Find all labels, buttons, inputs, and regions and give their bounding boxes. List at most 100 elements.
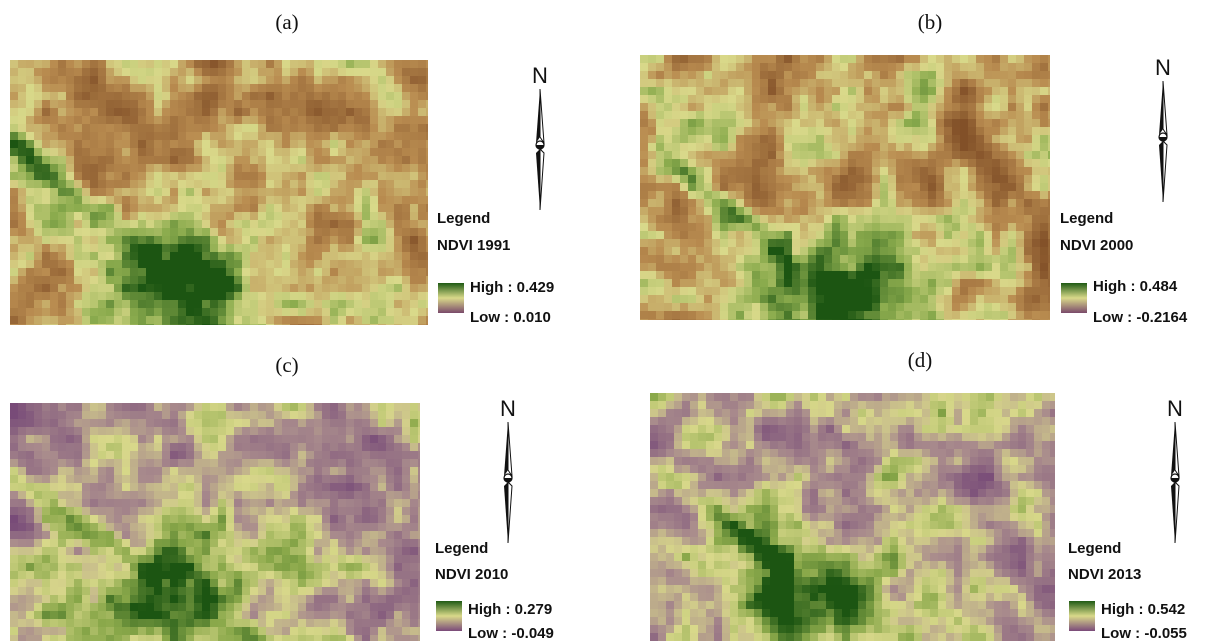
map-cell	[82, 196, 90, 204]
map-cell	[90, 411, 98, 419]
map-cell	[864, 119, 872, 127]
map-cell	[154, 507, 162, 515]
map-cell	[186, 140, 194, 148]
map-cell	[784, 167, 792, 175]
map-cell	[178, 268, 186, 276]
map-cell	[338, 188, 346, 196]
map-cell	[298, 164, 306, 172]
map-cell	[808, 63, 816, 71]
map-cell	[82, 84, 90, 92]
map-cell	[178, 571, 186, 579]
map-cell	[82, 483, 90, 491]
map-cell	[266, 443, 274, 451]
map-cell	[162, 459, 170, 467]
map-cell	[66, 236, 74, 244]
map-cell	[888, 119, 896, 127]
map-cell	[936, 279, 944, 287]
map-cell	[306, 316, 314, 324]
map-cell	[50, 324, 58, 325]
map-cell	[90, 324, 98, 325]
map-cell	[298, 427, 306, 435]
map-cell	[322, 284, 330, 292]
map-cell	[282, 419, 290, 427]
map-cell	[1040, 79, 1048, 87]
map-cell	[74, 459, 82, 467]
map-cell	[648, 287, 656, 295]
map-cell	[282, 60, 290, 68]
map-cell	[1000, 151, 1008, 159]
map-cell	[848, 215, 856, 223]
map-cell	[872, 175, 880, 183]
map-cell	[856, 319, 864, 320]
map-cell	[98, 228, 106, 236]
map-cell	[202, 547, 210, 555]
map-cell	[776, 231, 784, 239]
map-cell	[1008, 103, 1016, 111]
map-cell	[418, 76, 426, 84]
map-cell	[896, 143, 904, 151]
map-cell	[234, 156, 242, 164]
map-cell	[258, 92, 266, 100]
map-cell	[386, 587, 394, 595]
map-cell	[298, 100, 306, 108]
map-cell	[712, 103, 720, 111]
map-cell	[394, 284, 402, 292]
map-cell	[354, 539, 362, 547]
map-cell	[218, 116, 226, 124]
map-cell	[410, 579, 418, 587]
map-cell	[114, 595, 122, 603]
map-cell	[816, 167, 824, 175]
map-cell	[1016, 167, 1024, 175]
map-cell	[1024, 295, 1032, 303]
map-cell	[170, 172, 178, 180]
map-cell	[426, 124, 428, 132]
map-cell	[114, 148, 122, 156]
map-cell	[138, 108, 146, 116]
map-cell	[840, 207, 848, 215]
map-cell	[952, 223, 960, 231]
map-cell	[210, 228, 218, 236]
map-cell	[912, 287, 920, 295]
map-cell	[186, 563, 194, 571]
map-cell	[968, 271, 976, 279]
map-cell	[314, 204, 322, 212]
map-cell	[186, 475, 194, 483]
map-cell	[186, 571, 194, 579]
map-cell	[426, 156, 428, 164]
map-cell	[290, 92, 298, 100]
map-cell	[90, 124, 98, 132]
map-cell	[338, 467, 346, 475]
map-cell	[976, 223, 984, 231]
map-cell	[386, 467, 394, 475]
map-cell	[130, 76, 138, 84]
map-cell	[266, 300, 274, 308]
map-cell	[1040, 143, 1048, 151]
map-cell	[74, 499, 82, 507]
map-cell	[394, 204, 402, 212]
map-cell	[210, 483, 218, 491]
map-cell	[776, 127, 784, 135]
map-cell	[98, 92, 106, 100]
map-cell	[370, 316, 378, 324]
map-cell	[106, 244, 114, 252]
map-cell	[322, 204, 330, 212]
map-cell	[26, 196, 34, 204]
map-cell	[776, 159, 784, 167]
map-cell	[346, 459, 354, 467]
map-cell	[418, 220, 426, 228]
map-cell	[1008, 135, 1016, 143]
map-cell	[154, 84, 162, 92]
map-cell	[106, 92, 114, 100]
map-cell	[178, 220, 186, 228]
map-cell	[824, 247, 832, 255]
map-cell	[26, 491, 34, 499]
map-cell	[42, 475, 50, 483]
map-cell	[992, 311, 1000, 319]
map-cell	[122, 108, 130, 116]
map-cell	[330, 260, 338, 268]
map-cell	[26, 260, 34, 268]
map-cell	[1016, 271, 1024, 279]
map-cell	[776, 287, 784, 295]
map-cell	[218, 467, 226, 475]
map-cell	[194, 435, 202, 443]
